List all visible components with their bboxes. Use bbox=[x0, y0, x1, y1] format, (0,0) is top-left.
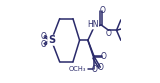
Text: O: O bbox=[40, 32, 46, 41]
Text: O: O bbox=[100, 52, 106, 61]
Text: O: O bbox=[100, 6, 106, 15]
Text: O: O bbox=[91, 65, 97, 74]
Text: O: O bbox=[40, 40, 46, 49]
Text: S: S bbox=[48, 35, 55, 45]
Text: OCH₃: OCH₃ bbox=[69, 66, 86, 72]
Text: O: O bbox=[106, 29, 112, 38]
Text: HN: HN bbox=[87, 20, 99, 29]
Text: O: O bbox=[98, 63, 104, 72]
